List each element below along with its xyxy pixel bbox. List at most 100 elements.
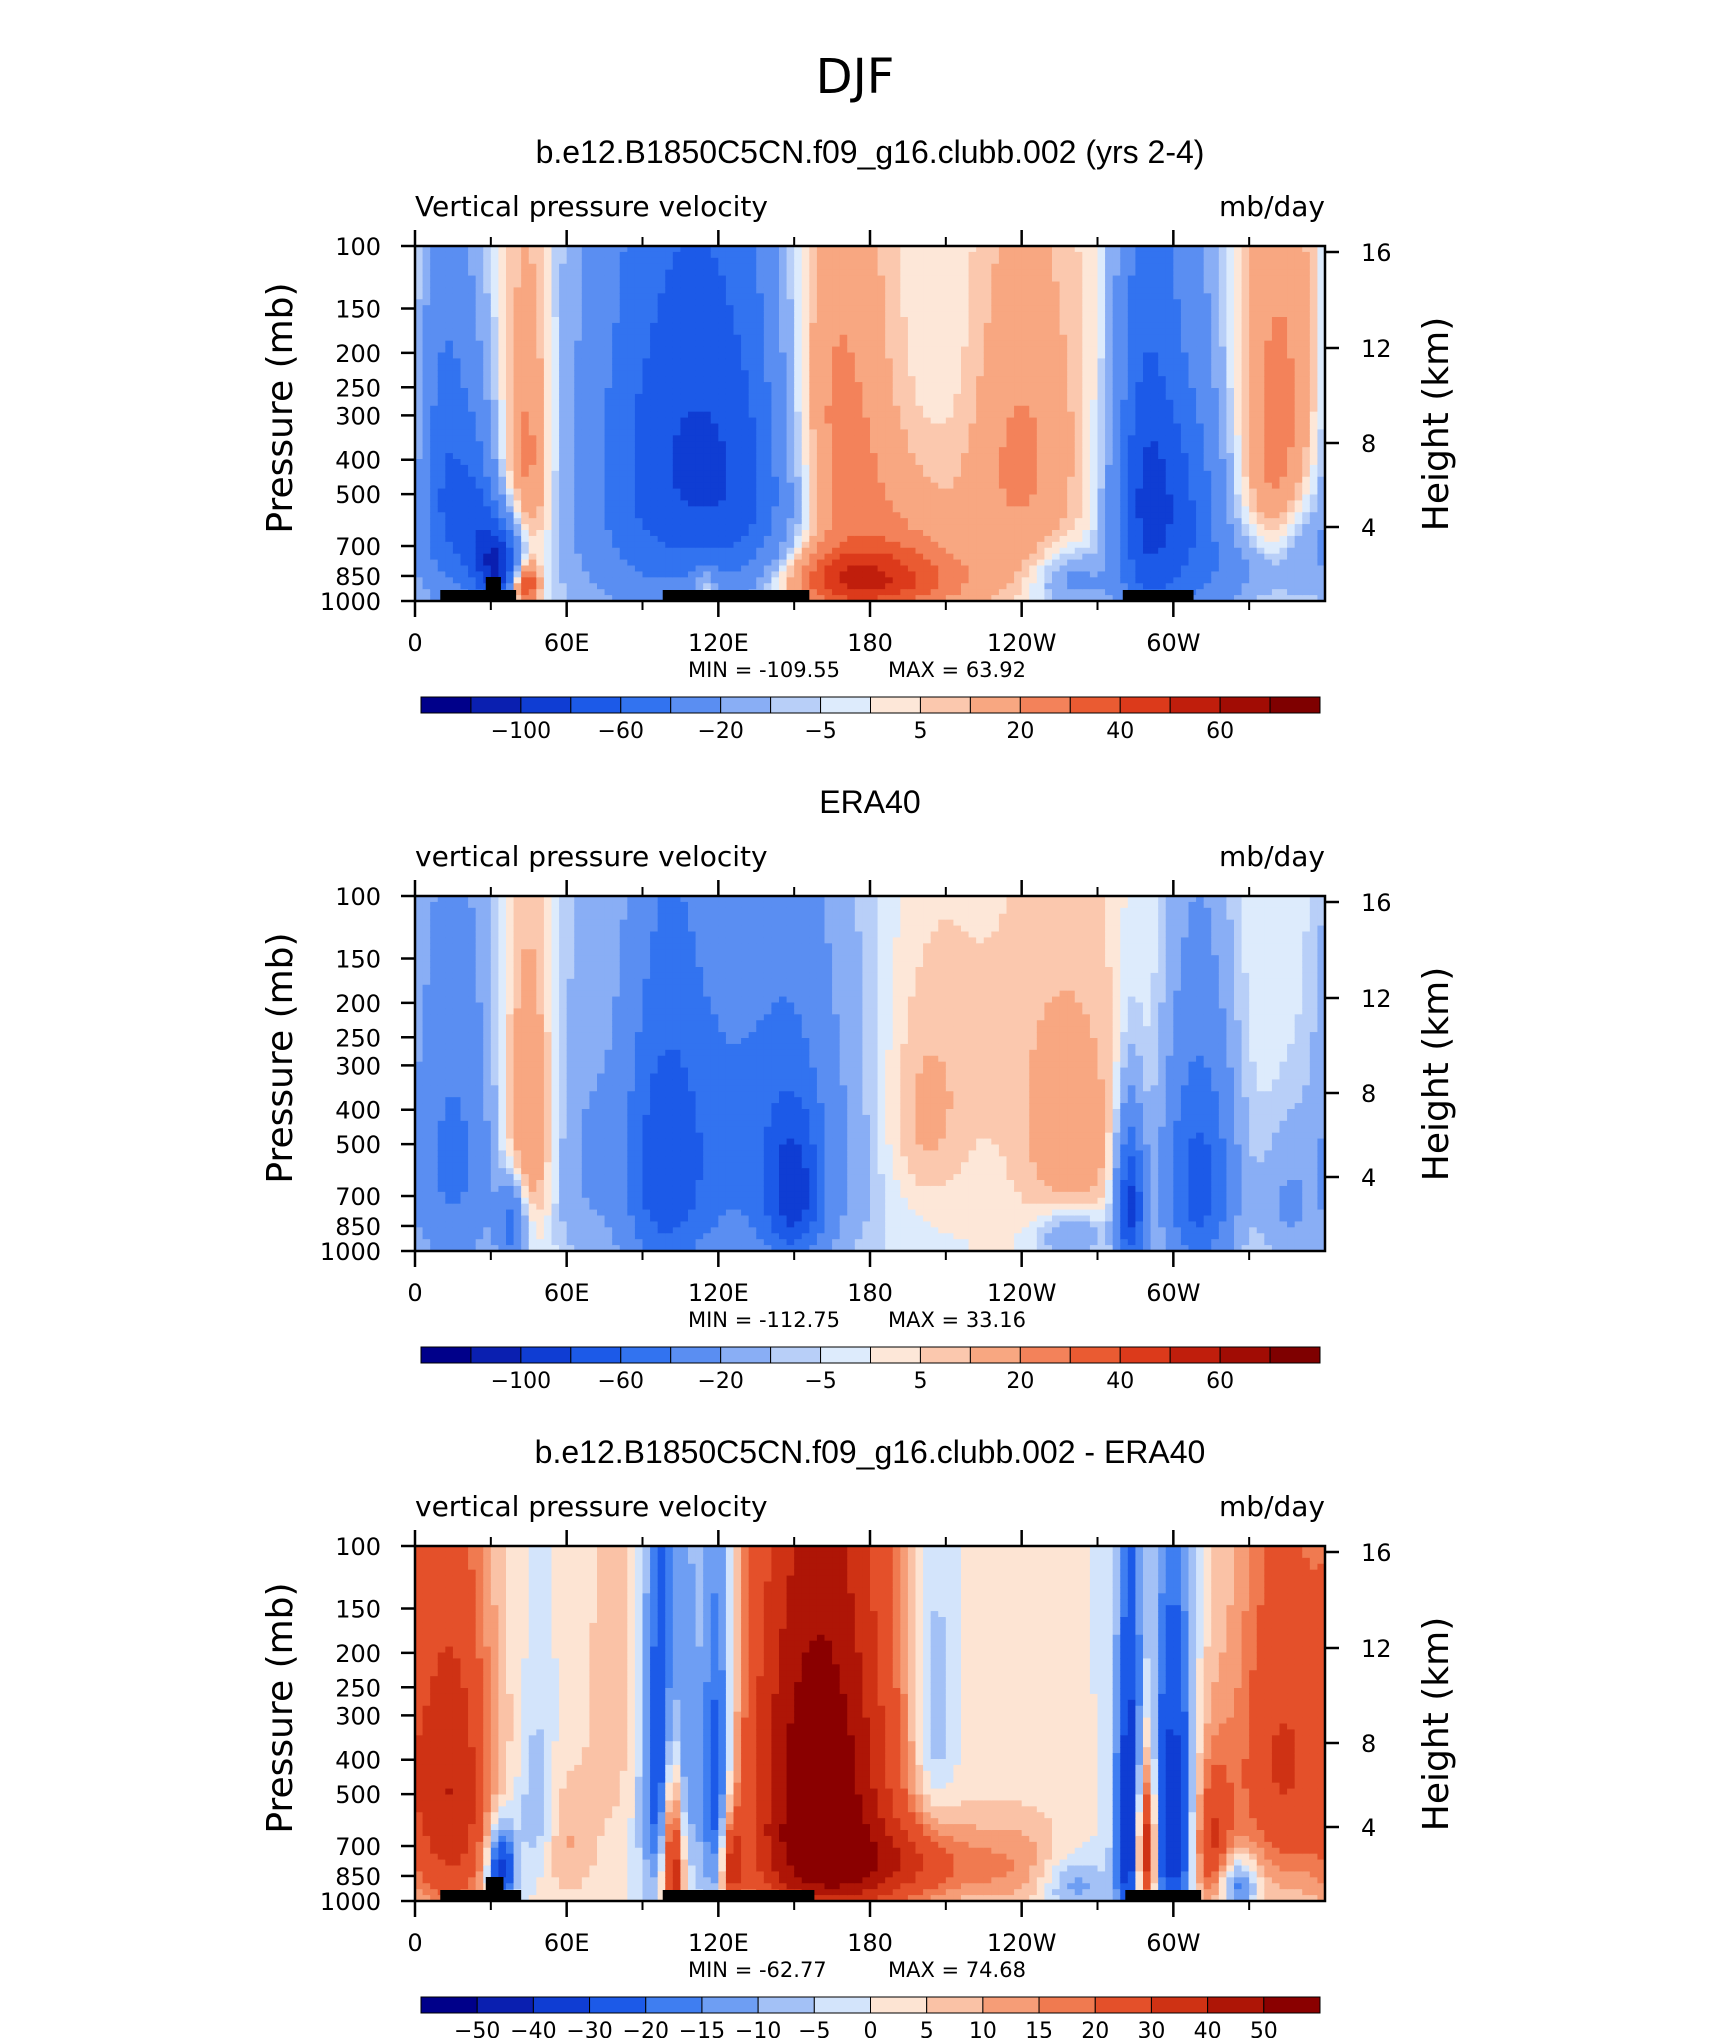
heatmap-cell <box>931 500 939 507</box>
heatmap-cell <box>453 441 461 448</box>
heatmap-cell <box>771 571 779 578</box>
heatmap-cell <box>544 305 552 312</box>
heatmap-cell <box>984 317 992 324</box>
heatmap-cell <box>461 435 469 442</box>
heatmap-cell <box>476 583 484 590</box>
heatmap-cell <box>703 418 711 425</box>
heatmap-cell <box>878 412 886 419</box>
heatmap-cell <box>938 518 946 525</box>
heatmap-cell <box>1014 571 1022 578</box>
heatmap-cell <box>673 441 681 448</box>
heatmap-cell <box>764 465 772 472</box>
heatmap-cell <box>825 560 833 567</box>
heatmap-cell <box>627 483 635 490</box>
heatmap-cell <box>552 364 560 371</box>
heatmap-cell <box>559 548 567 555</box>
heatmap-cell <box>696 424 704 431</box>
heatmap-cell <box>597 258 605 265</box>
heatmap-cell <box>1037 353 1045 360</box>
heatmap-cell <box>506 287 514 294</box>
heatmap-cell <box>620 429 628 436</box>
heatmap-cell <box>961 264 969 271</box>
heatmap-cell <box>832 566 840 573</box>
heatmap-cell <box>680 429 688 436</box>
heatmap-cell <box>832 447 840 454</box>
heatmap-cell <box>734 512 742 519</box>
heatmap-cell <box>756 252 764 259</box>
heatmap-cell <box>658 276 666 283</box>
heatmap-cell <box>498 335 506 342</box>
heatmap-cell <box>605 536 613 543</box>
heatmap-cell <box>559 388 567 395</box>
heatmap-cell <box>468 258 476 265</box>
heatmap-cell <box>703 329 711 336</box>
heatmap-cell <box>468 465 476 472</box>
heatmap-cell <box>468 317 476 324</box>
heatmap-cell <box>491 329 499 336</box>
heatmap-cell <box>544 347 552 354</box>
heatmap-cell <box>1037 560 1045 567</box>
heatmap-cell <box>908 287 916 294</box>
heatmap-cell <box>627 282 635 289</box>
heatmap-cell <box>923 341 931 348</box>
heatmap-cell <box>552 400 560 407</box>
heatmap-cell <box>870 376 878 383</box>
heatmap-cell <box>984 465 992 472</box>
heatmap-cell <box>574 447 582 454</box>
heatmap-cell <box>635 376 643 383</box>
heatmap-cell <box>749 335 757 342</box>
heatmap-cell <box>885 477 893 484</box>
heatmap-cell <box>514 382 522 389</box>
heatmap-cell <box>643 471 651 478</box>
heatmap-cell <box>825 441 833 448</box>
heatmap-cell <box>711 358 719 365</box>
heatmap-cell <box>605 566 613 573</box>
heatmap-cell <box>953 589 961 596</box>
heatmap-cell <box>787 524 795 531</box>
heatmap-cell <box>825 252 833 259</box>
heatmap-cell <box>893 276 901 283</box>
heatmap-cell <box>953 335 961 342</box>
heatmap-cell <box>802 335 810 342</box>
heatmap-cell <box>991 370 999 377</box>
heatmap-cell <box>802 577 810 584</box>
heatmap-cell <box>461 560 469 567</box>
heatmap-cell <box>923 358 931 365</box>
heatmap-cell <box>658 329 666 336</box>
heatmap-cell <box>749 293 757 300</box>
heatmap-cell <box>832 459 840 466</box>
heatmap-cell <box>544 388 552 395</box>
heatmap-cell <box>916 382 924 389</box>
heatmap-cell <box>832 364 840 371</box>
heatmap-cell <box>862 270 870 277</box>
heatmap-cell <box>423 447 431 454</box>
heatmap-cell <box>620 506 628 513</box>
heatmap-cell <box>658 305 666 312</box>
heatmap-cell <box>734 495 742 502</box>
heatmap-cell <box>855 406 863 413</box>
heatmap-cell <box>468 524 476 531</box>
heatmap-cell <box>529 258 537 265</box>
heatmap-cell <box>840 335 848 342</box>
heatmap-cell <box>521 264 529 271</box>
heatmap-cell <box>1014 252 1022 259</box>
heatmap-cell <box>787 441 795 448</box>
heatmap-cell <box>749 264 757 271</box>
heatmap-cell <box>984 382 992 389</box>
heatmap-cell <box>953 483 961 490</box>
heatmap-cell <box>453 329 461 336</box>
heatmap-cell <box>514 554 522 561</box>
heatmap-cell <box>817 317 825 324</box>
heatmap-cell <box>423 465 431 472</box>
heatmap-cell <box>984 341 992 348</box>
heatmap-cell <box>536 477 544 484</box>
heatmap-cell <box>658 518 666 525</box>
heatmap-cell <box>862 264 870 271</box>
heatmap-cell <box>612 264 620 271</box>
heatmap-cell <box>612 258 620 265</box>
heatmap-cell <box>696 483 704 490</box>
heatmap-cell <box>430 477 438 484</box>
heatmap-cell <box>1029 287 1037 294</box>
heatmap-cell <box>627 270 635 277</box>
heatmap-cell <box>521 441 529 448</box>
